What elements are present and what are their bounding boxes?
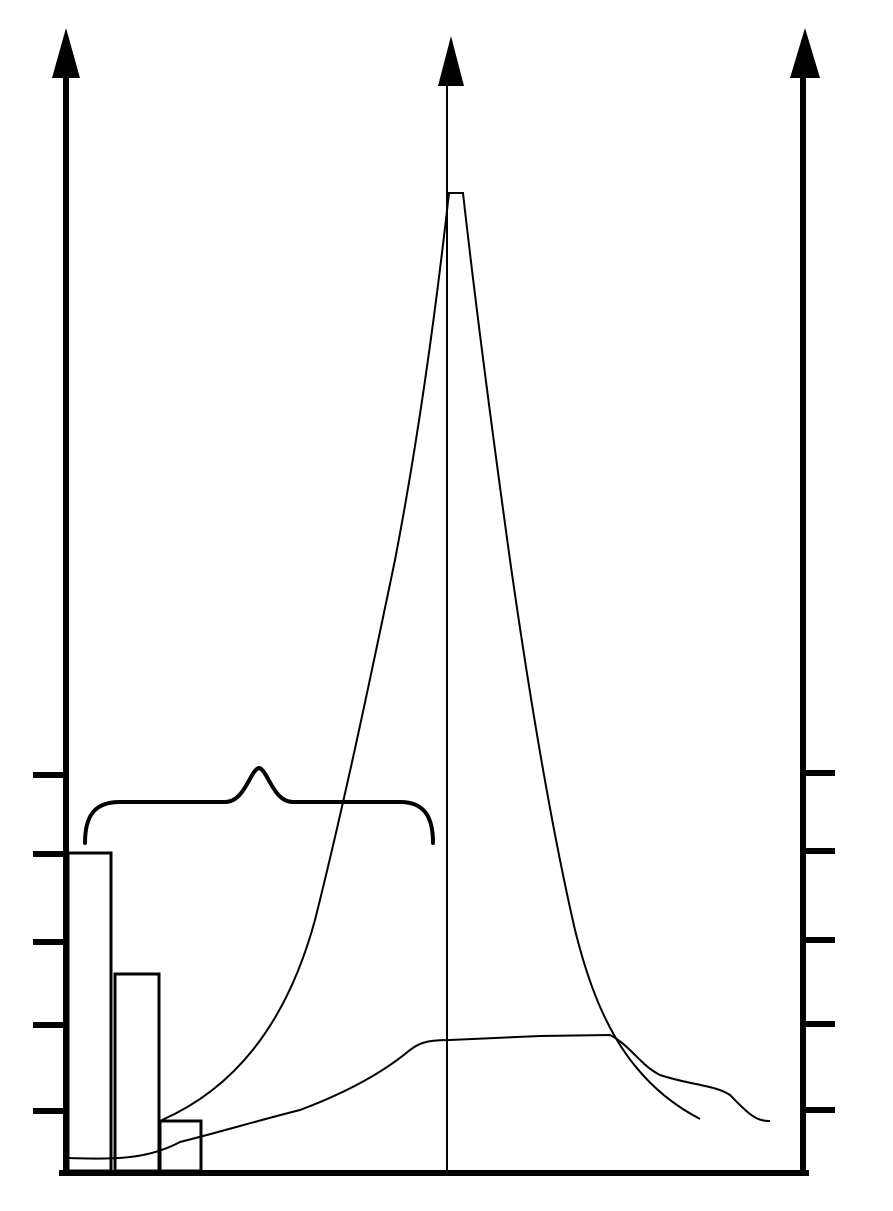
left-axis-ticks [33,772,66,1114]
histogram-bars [66,851,203,1173]
histogram-bar [113,972,161,1173]
histogram-bar [66,851,113,1173]
broad-flat-curve [67,1033,771,1160]
left-axis-arrow-icon [52,28,80,78]
right-axis-ticks [803,770,835,1113]
curly-brace-annotation [83,765,435,845]
histogram-bar [158,1119,203,1173]
narrow-peak-curve [161,192,701,1121]
center-axis-arrow-icon [438,36,464,86]
right-axis-arrow-icon [790,28,820,78]
